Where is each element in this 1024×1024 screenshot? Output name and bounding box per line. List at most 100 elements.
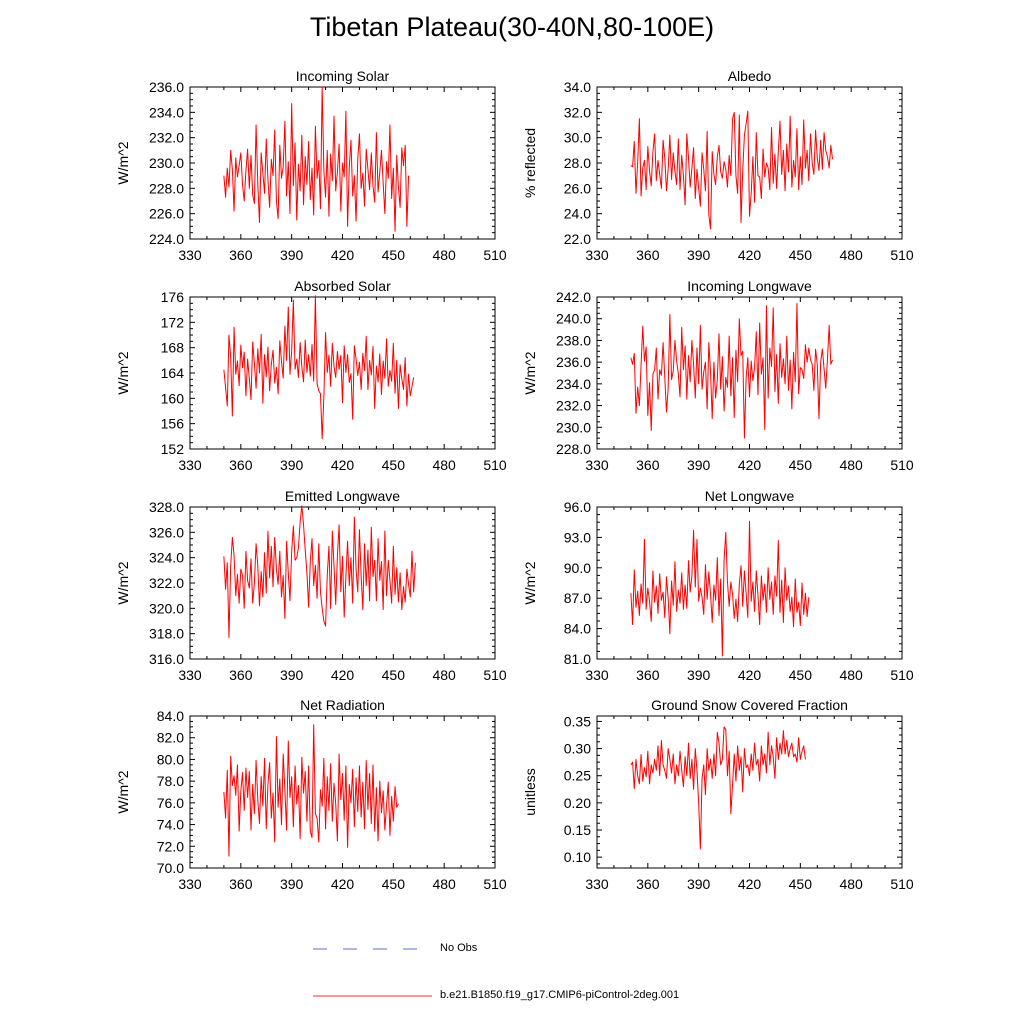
panel-title: Incoming Longwave (687, 278, 812, 294)
x-tick-label: 480 (839, 667, 863, 683)
y-tick-label: 238.0 (556, 332, 591, 348)
panel-title: Absorbed Solar (294, 278, 391, 294)
plot-frame (596, 715, 903, 869)
panel-net-longwave: Net Longwave 330 360 390 420 450 480 510 81.0 84.… (522, 488, 914, 683)
y-tick-label: 0.10 (564, 849, 591, 865)
y-tick-label: 320.0 (149, 600, 184, 616)
y-tick-label: 34.0 (564, 79, 591, 95)
x-tick-label: 480 (839, 876, 863, 892)
x-tick-label: 360 (229, 876, 253, 892)
y-tick-label: 230.0 (149, 155, 184, 171)
y-tick-label: 232.0 (556, 398, 591, 414)
y-tick-label: 224.0 (149, 231, 184, 247)
x-tick-label: 510 (483, 247, 507, 263)
x-tick-label: 360 (229, 667, 253, 683)
x-tick-label: 390 (280, 667, 304, 683)
y-axis-label: W/m^2 (115, 561, 131, 604)
y-axis-label: W/m^2 (522, 561, 538, 604)
y-tick-label: 324.0 (149, 550, 184, 566)
x-tick-label: 420 (331, 667, 355, 683)
legend-label-no-obs: No Obs (440, 942, 478, 954)
panel-title: Albedo (728, 68, 772, 84)
y-axis-label: unitless (522, 768, 538, 815)
y-tick-label: 32.0 (564, 104, 591, 120)
x-tick-label: 390 (687, 457, 711, 473)
y-tick-label: 81.0 (564, 651, 591, 667)
x-tick-label: 360 (229, 247, 253, 263)
y-tick-label: 87.0 (564, 590, 591, 606)
y-tick-label: 232.0 (149, 130, 184, 146)
series-line (223, 724, 399, 857)
x-tick-label: 480 (432, 667, 456, 683)
panel-title: Ground Snow Covered Fraction (651, 697, 848, 713)
x-tick-label: 450 (789, 876, 813, 892)
series-line (223, 295, 415, 440)
y-axis-label: W/m^2 (115, 141, 131, 184)
series-line (630, 303, 833, 439)
y-tick-label: 30.0 (564, 130, 591, 146)
x-tick-label: 330 (585, 247, 609, 263)
x-tick-label: 450 (789, 457, 813, 473)
series-line (630, 110, 834, 230)
panel-title: Net Radiation (300, 697, 385, 713)
x-tick-label: 480 (432, 876, 456, 892)
panel-emitted-longwave: Emitted Longwave 330 360 390 420 450 480 510 316… (115, 488, 507, 683)
panel-ground-snow-covered-fraction: Ground Snow Covered Fraction 330 360 390 420… (522, 697, 914, 892)
y-tick-label: 236.0 (149, 79, 184, 95)
y-tick-label: 152 (161, 441, 185, 457)
x-tick-label: 360 (636, 876, 660, 892)
y-tick-label: 226.0 (149, 206, 184, 222)
x-tick-label: 420 (738, 667, 762, 683)
y-tick-label: 176 (161, 289, 185, 305)
legend: No Obs b.e21.B1850.f19_g17.CMIP6-piContr… (310, 940, 910, 1010)
panel-incoming-longwave: Incoming Longwave 330 360 390 420 450 480 510 22… (522, 278, 914, 473)
y-tick-label: 74.0 (157, 817, 184, 833)
x-tick-label: 510 (890, 876, 914, 892)
x-tick-label: 510 (483, 876, 507, 892)
legend-label-model: b.e21.B1850.f19_g17.CMIP6-piControl-2deg… (440, 989, 680, 1001)
y-tick-label: 0.25 (564, 768, 591, 784)
y-tick-label: 322.0 (149, 575, 184, 591)
x-tick-label: 450 (382, 876, 406, 892)
x-tick-label: 330 (178, 876, 202, 892)
y-tick-label: 0.35 (564, 713, 591, 729)
y-tick-label: 84.0 (157, 708, 184, 724)
x-tick-label: 480 (839, 457, 863, 473)
y-tick-label: 172 (161, 314, 185, 330)
y-tick-label: 0.20 (564, 795, 591, 811)
y-tick-label: 90.0 (564, 560, 591, 576)
y-tick-label: 78.0 (157, 773, 184, 789)
y-tick-label: 242.0 (556, 289, 591, 305)
panel-absorbed-solar: Absorbed Solar 330 360 390 420 450 480 510 152 15… (115, 278, 507, 473)
series-line (223, 86, 410, 232)
y-tick-label: 236.0 (556, 354, 591, 370)
x-tick-label: 330 (178, 457, 202, 473)
y-tick-label: 328.0 (149, 499, 184, 515)
y-tick-label: 80.0 (157, 751, 184, 767)
x-tick-label: 390 (687, 667, 711, 683)
x-tick-label: 390 (280, 457, 304, 473)
panel-title: Emitted Longwave (285, 488, 400, 504)
y-tick-label: 228.0 (149, 180, 184, 196)
x-tick-label: 450 (382, 667, 406, 683)
x-tick-label: 360 (229, 457, 253, 473)
y-tick-label: 70.0 (157, 860, 184, 876)
y-tick-label: 26.0 (564, 180, 591, 196)
legend-item-no-obs: No Obs (310, 940, 710, 960)
x-tick-label: 450 (382, 247, 406, 263)
panel-title: Incoming Solar (296, 68, 390, 84)
x-tick-label: 390 (280, 876, 304, 892)
y-tick-label: 0.15 (564, 822, 591, 838)
x-tick-label: 480 (839, 247, 863, 263)
y-tick-label: 28.0 (564, 155, 591, 171)
x-tick-label: 450 (789, 247, 813, 263)
x-tick-label: 420 (331, 247, 355, 263)
figure-title: Tibetan Plateau(30-40N,80-100E) (309, 12, 715, 42)
y-tick-label: 318.0 (149, 626, 184, 642)
y-axis-label: % reflected (522, 128, 538, 198)
x-tick-label: 450 (382, 457, 406, 473)
series-line (223, 505, 416, 638)
y-tick-label: 230.0 (556, 419, 591, 435)
x-tick-label: 510 (890, 247, 914, 263)
